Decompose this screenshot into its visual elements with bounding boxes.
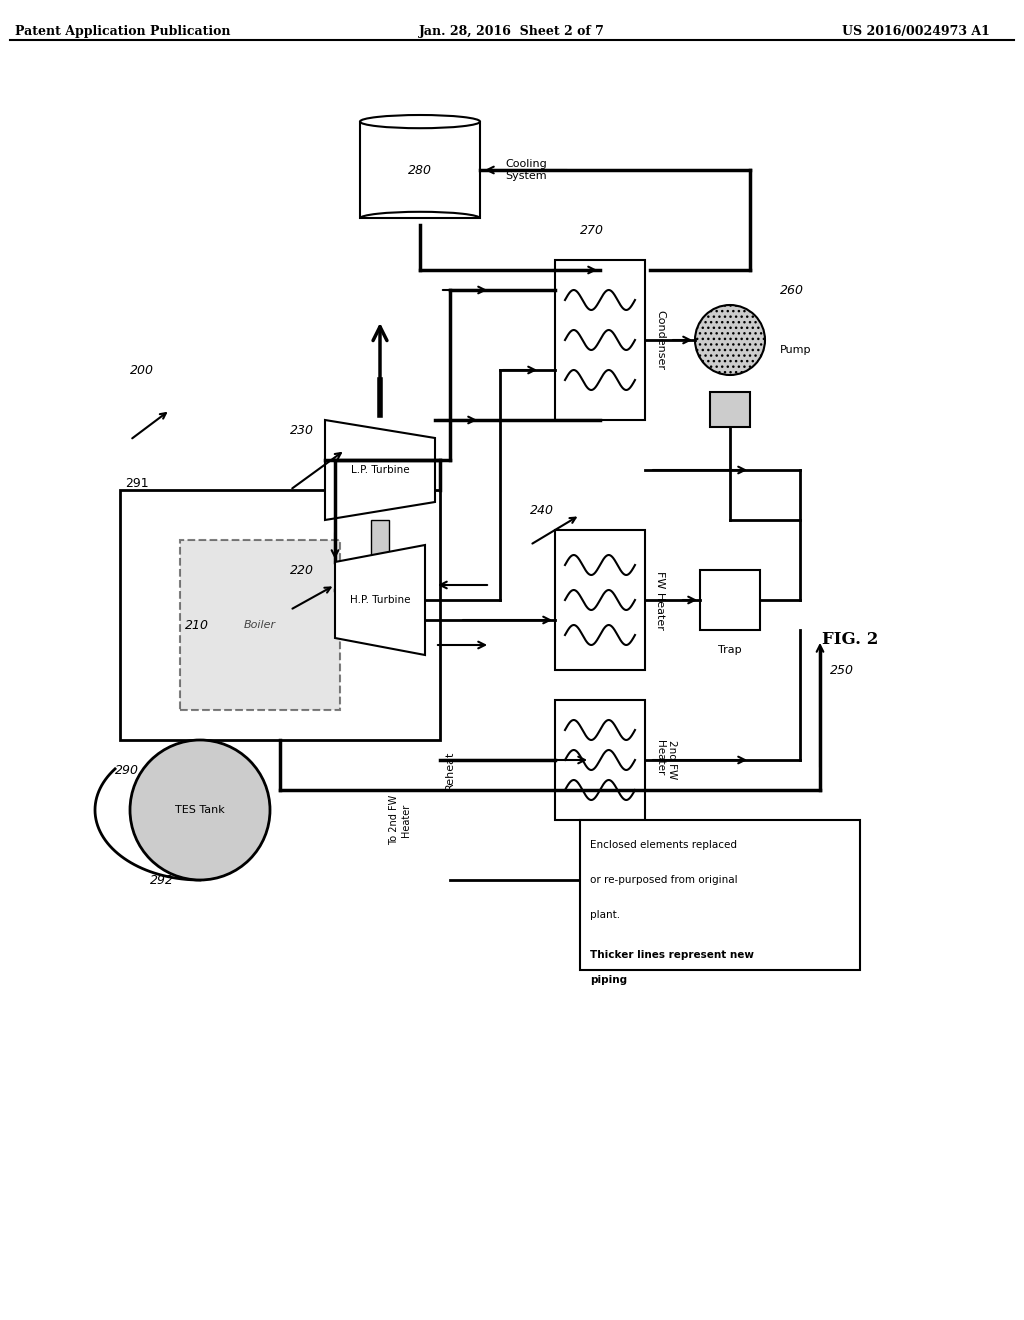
Text: piping: piping — [590, 975, 627, 985]
Text: 270: 270 — [580, 223, 604, 236]
Text: Trap: Trap — [718, 645, 741, 655]
Polygon shape — [335, 545, 425, 655]
Text: US 2016/0024973 A1: US 2016/0024973 A1 — [842, 25, 990, 38]
Bar — [710, 392, 750, 428]
Text: Reheat: Reheat — [445, 750, 455, 789]
Text: 210: 210 — [185, 619, 209, 631]
Circle shape — [130, 741, 270, 880]
Text: To 2nd FW
Heater: To 2nd FW Heater — [389, 795, 411, 845]
Text: 291: 291 — [125, 477, 148, 490]
Text: 260: 260 — [780, 284, 804, 297]
FancyBboxPatch shape — [360, 121, 480, 218]
Text: FIG. 2: FIG. 2 — [822, 631, 879, 648]
Bar — [700, 570, 760, 630]
Bar — [555, 531, 645, 671]
Text: 250: 250 — [830, 664, 854, 676]
Text: plant.: plant. — [590, 909, 621, 920]
Bar — [555, 260, 645, 420]
Text: Patent Application Publication: Patent Application Publication — [15, 25, 230, 38]
Polygon shape — [325, 420, 435, 520]
Text: Thicker lines represent new: Thicker lines represent new — [590, 950, 754, 960]
Text: Cooling
System: Cooling System — [505, 160, 547, 181]
Text: Enclosed elements replaced: Enclosed elements replaced — [590, 840, 737, 850]
Text: Jan. 28, 2016  Sheet 2 of 7: Jan. 28, 2016 Sheet 2 of 7 — [419, 25, 605, 38]
Text: 280: 280 — [408, 164, 432, 177]
Bar — [120, 490, 440, 741]
Text: 200: 200 — [130, 363, 154, 376]
Circle shape — [695, 305, 765, 375]
Bar — [180, 540, 340, 710]
Text: or re-purposed from original: or re-purposed from original — [590, 875, 737, 884]
Text: 240: 240 — [530, 503, 554, 516]
Text: 230: 230 — [290, 424, 314, 437]
Text: FW Heater: FW Heater — [655, 570, 665, 630]
Text: 220: 220 — [290, 564, 314, 577]
Text: Condenser: Condenser — [655, 310, 665, 370]
Text: 2nd FW
Heater: 2nd FW Heater — [655, 741, 677, 780]
Text: TES Tank: TES Tank — [175, 805, 225, 814]
Bar — [580, 820, 860, 970]
Text: Boiler: Boiler — [244, 620, 276, 630]
Ellipse shape — [360, 115, 480, 128]
Text: 292: 292 — [150, 874, 174, 887]
Text: L.P. Turbine: L.P. Turbine — [350, 465, 410, 475]
Text: H.P. Turbine: H.P. Turbine — [350, 595, 411, 605]
Bar — [371, 520, 389, 562]
Bar — [555, 700, 645, 820]
Text: Pump: Pump — [780, 345, 811, 355]
Text: 290: 290 — [115, 763, 139, 776]
